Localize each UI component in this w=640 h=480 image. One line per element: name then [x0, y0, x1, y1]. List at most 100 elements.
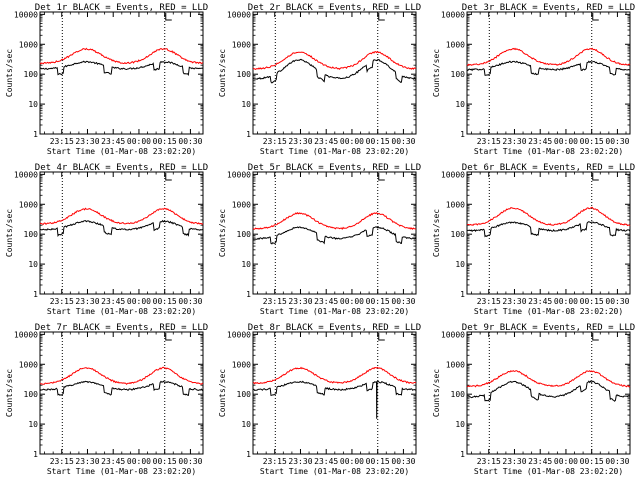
y-tick-label: 10000 — [441, 170, 465, 179]
x-tick-label: 23:15 — [477, 297, 501, 306]
x-tick-label: 00:30 — [391, 297, 415, 306]
y-tick-label: 1000 — [232, 40, 251, 49]
x-tick-label: 00:00 — [340, 137, 364, 146]
x-tick-label: 23:15 — [477, 137, 501, 146]
x-tick-label: 00:15 — [366, 137, 390, 146]
flag-marker — [378, 333, 385, 341]
y-tick-label: 1000 — [446, 200, 465, 209]
flag-marker — [592, 173, 599, 181]
x-axis-label: Start Time (01-Mar-08 23:02:20) — [260, 307, 409, 316]
x-tick-label: 00:30 — [178, 137, 202, 146]
y-tick-label: 10000 — [14, 170, 38, 179]
y-axis-label: Counts/sec — [432, 209, 441, 257]
x-axis-label: Start Time (01-Mar-08 23:02:20) — [47, 467, 196, 476]
y-axis-label: Counts/sec — [218, 369, 227, 417]
panel-det-9: Det 9r BLACK = Events, RED = LLD 1 10 100 10… — [432, 323, 635, 476]
y-axis-label: Counts/sec — [432, 49, 441, 97]
panel-title: Det 6r BLACK = Events, RED = LLD — [462, 163, 635, 173]
x-tick-label: 00:00 — [127, 297, 151, 306]
series-lld-line — [39, 366, 204, 386]
panel-title: Det 5r BLACK = Events, RED = LLD — [248, 163, 421, 173]
x-tick-label: 23:45 — [314, 457, 338, 466]
y-tick-label: 10000 — [227, 330, 251, 339]
y-tick-label: 1 — [460, 130, 465, 139]
x-tick-label: 00:00 — [127, 137, 151, 146]
x-axis-label: Start Time (01-Mar-08 23:02:20) — [474, 467, 623, 476]
x-tick-label: 23:15 — [263, 457, 287, 466]
series-events-line — [466, 60, 631, 76]
x-tick-label: 00:30 — [605, 297, 629, 306]
y-tick-label: 100 — [237, 390, 252, 399]
series-events-line — [39, 380, 204, 397]
x-tick-label: 23:45 — [528, 457, 552, 466]
x-tick-label: 23:45 — [314, 137, 338, 146]
x-tick-label: 23:45 — [314, 297, 338, 306]
x-tick-label: 23:30 — [288, 297, 312, 306]
x-tick-label: 23:45 — [528, 137, 552, 146]
x-tick-label: 00:00 — [127, 457, 151, 466]
series-events-line — [466, 380, 631, 402]
panel-det-6: Det 6r BLACK = Events, RED = LLD 1 10 100 10… — [432, 163, 635, 316]
y-axis-label: Counts/sec — [5, 209, 14, 257]
x-tick-label: 23:15 — [263, 137, 287, 146]
y-tick-label: 10000 — [227, 170, 251, 179]
x-axis-label: Start Time (01-Mar-08 23:02:20) — [47, 307, 196, 316]
x-tick-label: 23:45 — [101, 457, 125, 466]
x-tick-label: 00:15 — [580, 137, 604, 146]
x-tick-label: 00:15 — [153, 457, 177, 466]
y-tick-label: 10000 — [441, 330, 465, 339]
x-axis-label: Start Time (01-Mar-08 23:02:20) — [260, 467, 409, 476]
x-tick-label: 00:30 — [605, 137, 629, 146]
y-tick-label: 100 — [24, 390, 39, 399]
y-tick-label: 1000 — [19, 360, 38, 369]
series-lld-line — [252, 50, 417, 70]
y-tick-label: 10 — [241, 260, 251, 269]
y-tick-label: 1 — [33, 290, 38, 299]
panel-det-3: Det 3r BLACK = Events, RED = LLD 1 10 100 10… — [432, 3, 635, 156]
x-tick-label: 23:30 — [502, 457, 526, 466]
y-tick-label: 1 — [246, 130, 251, 139]
panel-title: Det 7r BLACK = Events, RED = LLD — [35, 323, 208, 333]
flag-marker — [592, 333, 599, 341]
y-tick-label: 10 — [28, 100, 38, 109]
x-tick-label: 00:15 — [366, 297, 390, 306]
y-tick-label: 10 — [455, 420, 465, 429]
x-tick-label: 23:30 — [288, 457, 312, 466]
x-tick-label: 23:30 — [75, 297, 99, 306]
panel-det-5: Det 5r BLACK = Events, RED = LLD 1 10 100 10… — [218, 163, 421, 316]
y-tick-label: 10000 — [441, 10, 465, 19]
panel-title: Det 3r BLACK = Events, RED = LLD — [462, 3, 635, 13]
x-tick-label: 00:30 — [178, 457, 202, 466]
panel-det-2: Det 2r BLACK = Events, RED = LLD 1 10 100 10… — [218, 3, 421, 156]
x-tick-label: 23:45 — [528, 297, 552, 306]
y-tick-label: 100 — [451, 390, 466, 399]
x-tick-label: 00:15 — [366, 457, 390, 466]
flag-marker — [165, 13, 172, 21]
y-tick-label: 1 — [246, 450, 251, 459]
y-tick-label: 1000 — [19, 200, 38, 209]
x-tick-label: 23:15 — [50, 137, 74, 146]
flag-marker — [165, 333, 172, 341]
x-axis-label: Start Time (01-Mar-08 23:02:20) — [260, 147, 409, 156]
x-tick-label: 00:30 — [391, 137, 415, 146]
panel-title: Det 2r BLACK = Events, RED = LLD — [248, 3, 421, 13]
y-tick-label: 100 — [237, 230, 252, 239]
series-lld-line — [39, 207, 204, 226]
y-tick-label: 10 — [241, 100, 251, 109]
panel-det-1: Det 1r BLACK = Events, RED = LLD 1 10 100 10… — [5, 3, 208, 156]
series-events-line — [466, 221, 631, 238]
y-axis-label: Counts/sec — [218, 49, 227, 97]
series-lld-line — [39, 47, 204, 65]
x-tick-label: 23:30 — [75, 457, 99, 466]
y-tick-label: 100 — [24, 70, 39, 79]
y-tick-label: 10000 — [14, 330, 38, 339]
y-tick-label: 100 — [237, 70, 252, 79]
panel-det-4: Det 4r BLACK = Events, RED = LLD 1 10 100 10… — [5, 163, 208, 316]
series-lld-line — [252, 366, 417, 385]
x-tick-label: 23:30 — [502, 297, 526, 306]
y-tick-label: 1 — [33, 130, 38, 139]
x-tick-label: 23:30 — [288, 137, 312, 146]
y-tick-label: 1000 — [446, 40, 465, 49]
series-lld-line — [466, 206, 631, 227]
